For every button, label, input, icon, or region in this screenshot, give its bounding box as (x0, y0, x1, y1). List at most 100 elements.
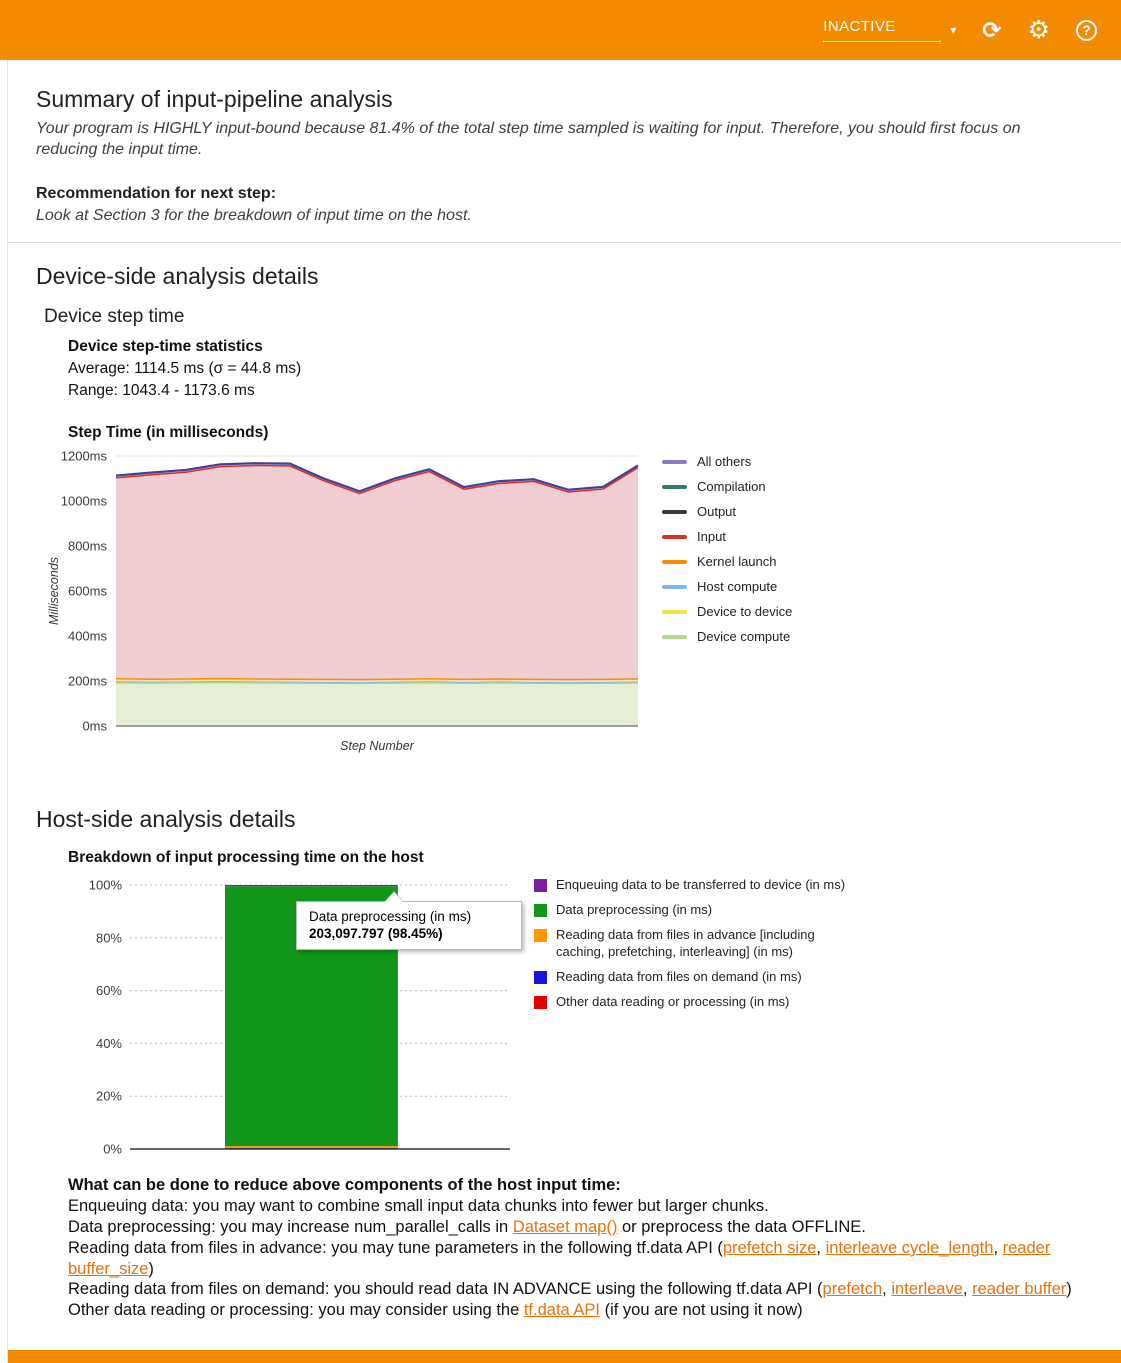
main-content: Summary of input-pipeline analysis Your … (7, 60, 1121, 1363)
y-axis-tick-label: 200ms (68, 674, 108, 689)
refresh-icon[interactable]: ⟳ (982, 16, 1002, 43)
legend-label: Data preprocessing (in ms) (556, 902, 713, 918)
legend-swatch-icon (534, 879, 547, 893)
y-axis-tick-label: 400ms (68, 629, 108, 644)
advice-text: , (993, 1238, 1003, 1257)
advice-link[interactable]: prefetch size (722, 1238, 817, 1257)
legend-swatch-icon (662, 609, 687, 614)
legend-swatch-icon (662, 460, 687, 465)
line-series (115, 678, 639, 681)
advice-line: Reading data from files on demand: you s… (68, 1279, 1078, 1300)
legend-swatch-icon (662, 485, 687, 490)
advice-line: Other data reading or processing: you ma… (68, 1300, 1078, 1321)
recommendation-body: Look at Section 3 for the breakdown of i… (36, 206, 472, 224)
bar-segment (225, 885, 398, 887)
legend-label: Reading data from files on demand (in ms… (556, 968, 802, 984)
advice-text: Reading data from files in advance: you … (68, 1238, 723, 1257)
legend-label: Compilation (697, 479, 766, 495)
stats-range: Range: 1043.4 - 1173.6 ms (68, 382, 255, 400)
legend-label: Other data reading or processing (in ms) (556, 993, 790, 1009)
legend-swatch-icon (534, 929, 547, 943)
summary-body: Your program is HIGHLY input-bound becau… (36, 120, 1021, 158)
legend-item: Host compute (662, 579, 792, 596)
legend-label: Enqueuing data to be transferred to devi… (556, 877, 846, 893)
legend-item: Data preprocessing (in ms) (534, 902, 856, 919)
line-series (115, 465, 639, 495)
legend-item: Device to device (662, 604, 792, 621)
advice-text: Other data reading or processing: you ma… (68, 1301, 524, 1320)
legend-item: Other data reading or processing (in ms) (534, 994, 856, 1011)
advice-line: Data preprocessing: you may increase num… (68, 1217, 1078, 1238)
area-series (116, 465, 638, 681)
host-chart-legend: Enqueuing data to be transferred to devi… (534, 877, 856, 1018)
footer-bar (8, 1350, 1121, 1363)
advice-text: (if you are not using it now) (599, 1301, 803, 1320)
legend-swatch-icon (662, 510, 687, 515)
y-axis-tick-label: 60% (96, 983, 122, 998)
legend-swatch-icon (662, 535, 687, 540)
legend-swatch-icon (662, 584, 687, 589)
y-axis-tick-label: 1000ms (61, 494, 108, 509)
y-axis-tick-label: 800ms (68, 539, 108, 554)
advice-text: , (962, 1280, 973, 1299)
advice-section: What can be done to reduce above compone… (68, 1175, 1078, 1320)
advice-link[interactable]: Dataset map() (512, 1217, 618, 1236)
advice-lines: Enqueuing data: you may want to combine … (68, 1196, 1078, 1321)
host-section-title: Host-side analysis details (36, 806, 296, 833)
run-selector[interactable]: INACTIVE ▾ (823, 18, 956, 42)
y-axis-label: Milliseconds (47, 557, 61, 625)
legend-swatch-icon (662, 559, 687, 564)
area-series (116, 682, 638, 727)
advice-text: ) (1066, 1280, 1072, 1299)
y-axis-tick-label: 100% (89, 878, 123, 893)
legend-item: Enqueuing data to be transferred to devi… (534, 877, 856, 894)
advice-link[interactable]: reader buffer (972, 1280, 1067, 1299)
device-step-chart[interactable]: 0ms 200ms 400ms 600ms 800ms 1000ms 1200ms Step … (42, 446, 648, 754)
legend-item: Compilation (662, 479, 792, 496)
help-icon[interactable]: ? (1076, 19, 1097, 41)
advice-line: Enqueuing data: you may want to combine … (68, 1196, 1078, 1217)
host-chart-title: Breakdown of input processing time on th… (68, 849, 424, 867)
y-axis-tick-label: 0% (103, 1142, 122, 1157)
legend-label: Device to device (697, 603, 793, 619)
legend-swatch-icon (534, 970, 547, 984)
advice-text: , (816, 1238, 826, 1257)
legend-label: Device compute (697, 628, 791, 644)
y-axis-tick-label: 1200ms (61, 449, 108, 464)
header-controls: INACTIVE ▾ ⟳ ⚙ ? (823, 15, 1097, 44)
run-selector-value: INACTIVE (823, 18, 942, 42)
summary-section: Summary of input-pipeline analysis Your … (8, 60, 1121, 244)
advice-text: Enqueuing data: you may want to combine … (68, 1197, 769, 1216)
legend-item: Device compute (662, 629, 792, 646)
device-chart-title: Step Time (in milliseconds) (68, 424, 269, 442)
advice-link[interactable]: tf.data API (523, 1301, 600, 1320)
legend-swatch-icon (534, 904, 547, 918)
legend-label: Host compute (697, 578, 778, 594)
device-step-time-stats: Device step-time statistics Average: 111… (68, 336, 1093, 402)
stats-title: Device step-time statistics (68, 338, 263, 356)
legend-item: Reading data from files in advance [incl… (534, 927, 856, 961)
device-chart-legend: All others Compilation Output Input Kernel l… (662, 454, 792, 653)
stats-average: Average: 1114.5 ms (σ = 44.8 ms) (68, 360, 302, 378)
gear-icon[interactable]: ⚙ (1027, 15, 1050, 44)
device-section-title: Device-side analysis details (36, 263, 319, 290)
app-header: INACTIVE ▾ ⟳ ⚙ ? (0, 0, 1121, 60)
host-analysis-section: Host-side analysis details Breakdown of … (8, 806, 1121, 1320)
y-axis-tick-label: 40% (96, 1036, 122, 1051)
y-axis-tick-label: 600ms (68, 584, 108, 599)
advice-text: or preprocess the data OFFLINE. (617, 1217, 866, 1236)
device-chart-wrap: 0ms 200ms 400ms 600ms 800ms 1000ms 1200ms Step … (42, 446, 1093, 754)
device-step-time-title: Device step time (44, 306, 185, 328)
legend-item: Output (662, 504, 792, 521)
advice-link[interactable]: interleave cycle_length (825, 1238, 994, 1257)
legend-label: Reading data from files in advance [incl… (556, 927, 815, 960)
advice-link[interactable]: prefetch (822, 1280, 883, 1299)
advice-link[interactable]: interleave (891, 1280, 963, 1299)
legend-item: Kernel launch (662, 554, 792, 571)
line-series (115, 681, 639, 684)
device-analysis-section: Device-side analysis details Device step… (8, 263, 1121, 754)
line-series (115, 462, 639, 493)
host-chart-wrap: 0% 20% 40% 60% 80% 100% Enqueuing data to be … (68, 877, 1093, 1157)
advice-link[interactable]: reader buffer_size (68, 1238, 1051, 1278)
legend-item: Reading data from files on demand (in ms… (534, 969, 856, 986)
